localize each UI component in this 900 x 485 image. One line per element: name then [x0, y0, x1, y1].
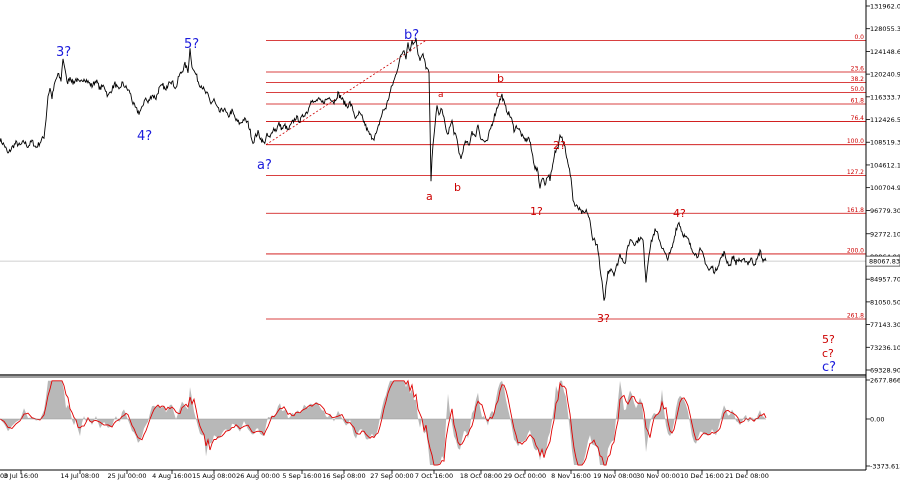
x-tick-label: 7 Oct 16:00 — [415, 472, 453, 480]
wave-label: c? — [822, 360, 836, 375]
y-tick-label: 73236.10 — [870, 344, 900, 352]
wave-label: a — [438, 90, 444, 100]
y-tick-label: 116333.70 — [870, 93, 900, 101]
fib-level-label: 38.2 — [851, 76, 865, 83]
current-price-label: 88067.83 — [869, 258, 900, 266]
wave-label: 3? — [56, 45, 71, 60]
fib-level-label: 261.8 — [847, 313, 864, 320]
x-tick-label: 18 Oct 08:00 — [460, 472, 502, 480]
current-price-tag — [865, 255, 900, 267]
fib-level-label: 161.8 — [847, 207, 864, 214]
y-tick-label: 84957.70 — [870, 276, 900, 284]
fib-level-label: 61.8 — [851, 97, 865, 104]
y-tick-label: 120240.90 — [870, 71, 900, 79]
y-tick-label: 69328.90 — [870, 367, 900, 375]
wave-label: b? — [404, 28, 419, 43]
x-tick-label: 10 Dec 16:00 — [680, 472, 724, 480]
fib-level-label: 50.0 — [851, 86, 865, 93]
osc-y-tick-label: -3373.613 — [870, 463, 900, 471]
x-tick-label: 30 Nov 00:00 — [636, 472, 680, 480]
x-tick-label: 21 Dec 08:00 — [725, 472, 769, 480]
x-tick-label: 29 Oct 00:00 — [504, 472, 546, 480]
wave-label: b — [497, 72, 504, 85]
wave-label: 1? — [530, 205, 543, 218]
osc-y-tick-label: 0.00 — [870, 416, 884, 424]
y-tick-label: 128055.30 — [870, 25, 900, 33]
x-tick-label: 16 Sep 08:00 — [322, 472, 365, 480]
osc-y-tick-label: 2677.866 — [870, 377, 900, 385]
x-tick-label: 19 Nov 08:00 — [593, 472, 637, 480]
x-tick-label: 25 Jul 00:00 — [108, 472, 147, 480]
y-tick-label: 124148.60 — [870, 48, 900, 56]
fib-level-label: 200.0 — [847, 247, 864, 254]
x-tick-label: 8 Nov 16:00 — [551, 472, 591, 480]
x-tick-label: 3 Jul 16:00 — [4, 472, 39, 480]
wave-label: b — [454, 181, 461, 194]
y-tick-label: 77143.30 — [870, 321, 900, 329]
price-line — [0, 38, 767, 301]
x-tick-label: 14 Jul 08:00 — [61, 472, 100, 480]
fib-level-label: 76.4 — [851, 115, 865, 122]
wave-label: a? — [257, 158, 272, 173]
wave-label: 5? — [822, 333, 835, 346]
fib-level-label: 100.0 — [847, 138, 864, 145]
fib-level-label: 23.6 — [851, 66, 865, 73]
x-tick-label: 26 Aug 00:00 — [236, 472, 280, 480]
y-tick-label: 100704.90 — [870, 184, 900, 192]
wave-label: c? — [822, 347, 834, 360]
y-tick-label: 108519.30 — [870, 139, 900, 147]
oscillator-panel — [0, 379, 767, 466]
fib-level-label: 127.2 — [847, 169, 864, 176]
fibonacci-levels: 0.0 23.6 38.2 50.0 61.8 76.4 100.0 127.2 161.8 20… — [0, 34, 866, 320]
y-tick-label: 96779.30 — [870, 207, 900, 215]
x-tick-label: 27 Sep 00:00 — [370, 472, 413, 480]
price-series — [0, 38, 767, 301]
x-tick-label-partial: 00 — [0, 472, 8, 480]
wave-label: a — [426, 190, 433, 203]
fib-level-label: 0.0 — [854, 34, 864, 41]
y-tick-label: 81050.50 — [870, 298, 900, 306]
y-tick-label: 112426.50 — [870, 116, 900, 124]
wave-label: 3? — [597, 312, 610, 325]
oscillator-signal-line — [0, 379, 767, 466]
y-tick-label: 92772.10 — [870, 230, 900, 238]
x-tick-label: 4 Aug 16:00 — [152, 472, 192, 480]
y-tick-label: 131962.00 — [870, 3, 900, 11]
wave-label: 2? — [553, 139, 566, 152]
wave-label: 5? — [184, 37, 199, 52]
y-tick-label: 104612.10 — [870, 161, 900, 169]
x-tick-label: 5 Sep 16:00 — [282, 472, 321, 480]
x-tick-label: 15 Aug 08:00 — [192, 472, 236, 480]
wave-label: 4? — [137, 129, 152, 144]
wave-label: c — [496, 90, 501, 100]
wave-label: 4? — [673, 207, 686, 220]
